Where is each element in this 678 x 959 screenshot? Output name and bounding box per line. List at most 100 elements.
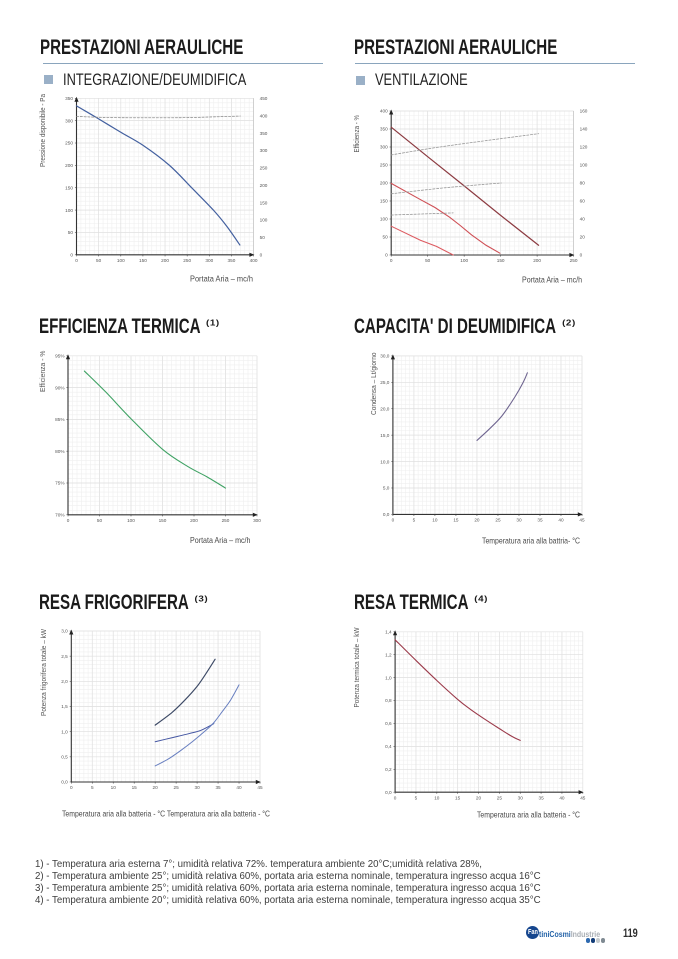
svg-text:0,6: 0,6 — [385, 721, 392, 726]
svg-text:0: 0 — [394, 795, 397, 800]
svg-text:100: 100 — [380, 217, 388, 222]
svg-text:140: 140 — [580, 127, 588, 132]
svg-text:10: 10 — [434, 795, 440, 800]
svg-text:400: 400 — [250, 258, 258, 263]
svg-text:0: 0 — [580, 253, 583, 258]
svg-text:20: 20 — [580, 235, 586, 240]
svg-text:85%: 85% — [55, 417, 64, 422]
svg-text:30,0: 30,0 — [380, 354, 390, 359]
svg-text:300: 300 — [205, 258, 213, 263]
svg-text:0: 0 — [260, 253, 263, 258]
svg-text:300: 300 — [65, 118, 73, 123]
svg-text:100: 100 — [580, 163, 588, 168]
svg-text:300: 300 — [260, 148, 268, 153]
svg-text:120: 120 — [580, 145, 588, 150]
svg-text:Portata Aria – mc/h: Portata Aria – mc/h — [522, 275, 582, 285]
svg-text:100: 100 — [65, 208, 73, 213]
svg-text:50: 50 — [260, 235, 266, 240]
svg-text:Condensa – Lt/giorno: Condensa – Lt/giorno — [369, 353, 378, 416]
svg-text:300: 300 — [253, 518, 261, 523]
svg-text:35: 35 — [537, 518, 543, 523]
svg-text:350: 350 — [65, 96, 73, 101]
svg-text:40: 40 — [558, 518, 564, 523]
svg-text:70%: 70% — [55, 513, 64, 518]
svg-text:25: 25 — [495, 518, 501, 523]
svg-text:10,0: 10,0 — [380, 459, 390, 464]
svg-text:Temperatura aria alla batteria: Temperatura aria alla batteria - °C Temp… — [62, 809, 270, 819]
svg-text:450: 450 — [260, 96, 268, 101]
svg-text:1,0: 1,0 — [61, 729, 68, 734]
svg-text:Potenza frigorifera totale – k: Potenza frigorifera totale – kW — [39, 629, 48, 716]
svg-text:0,0: 0,0 — [385, 790, 392, 795]
svg-text:Potenza termica totale – kW: Potenza termica totale – kW — [352, 627, 361, 707]
svg-text:150: 150 — [380, 199, 388, 204]
svg-text:30: 30 — [516, 518, 522, 523]
svg-text:150: 150 — [65, 185, 73, 190]
svg-text:1,4: 1,4 — [385, 630, 392, 635]
svg-text:3,0: 3,0 — [61, 629, 68, 634]
svg-text:20: 20 — [474, 518, 480, 523]
svg-text:100: 100 — [127, 518, 135, 523]
svg-text:250: 250 — [65, 141, 73, 146]
svg-text:5,0: 5,0 — [383, 486, 390, 491]
svg-text:2,5: 2,5 — [61, 654, 68, 659]
svg-text:0,8: 0,8 — [385, 698, 392, 703]
svg-text:Pressione disponibile - Pa: Pressione disponibile - Pa — [38, 94, 47, 167]
svg-text:Portata Aria – mc/h: Portata Aria – mc/h — [190, 274, 253, 284]
svg-text:0,2: 0,2 — [385, 767, 392, 772]
svg-text:0,5: 0,5 — [61, 755, 68, 760]
svg-text:0,4: 0,4 — [385, 744, 392, 749]
svg-text:Portata Aria – mc/h: Portata Aria – mc/h — [190, 535, 251, 545]
svg-text:0: 0 — [390, 258, 393, 263]
svg-text:100: 100 — [460, 258, 468, 263]
svg-text:Temperatura aria alla batteria: Temperatura aria alla batteria - °C — [477, 810, 580, 820]
svg-text:80%: 80% — [55, 449, 64, 454]
svg-text:150: 150 — [139, 258, 147, 263]
svg-text:50: 50 — [68, 230, 74, 235]
svg-text:0: 0 — [70, 785, 73, 790]
svg-text:35: 35 — [215, 785, 221, 790]
svg-text:50: 50 — [96, 258, 102, 263]
svg-text:250: 250 — [222, 518, 230, 523]
svg-text:45: 45 — [257, 785, 263, 790]
svg-text:50: 50 — [97, 518, 103, 523]
svg-text:0: 0 — [70, 253, 73, 258]
svg-text:200: 200 — [161, 258, 169, 263]
svg-text:25: 25 — [497, 795, 503, 800]
svg-text:5: 5 — [91, 785, 94, 790]
svg-text:350: 350 — [380, 127, 388, 132]
svg-text:250: 250 — [260, 166, 268, 171]
svg-text:45: 45 — [579, 518, 585, 523]
svg-text:150: 150 — [497, 258, 505, 263]
svg-text:95%: 95% — [55, 354, 64, 359]
svg-text:60: 60 — [580, 199, 586, 204]
svg-text:100: 100 — [260, 218, 268, 223]
svg-text:15,0: 15,0 — [380, 433, 390, 438]
svg-text:0: 0 — [392, 518, 395, 523]
svg-text:Efficienza - %: Efficienza - % — [352, 114, 361, 152]
svg-text:30: 30 — [194, 785, 200, 790]
svg-text:50: 50 — [382, 235, 388, 240]
svg-text:30: 30 — [518, 795, 524, 800]
svg-text:1,5: 1,5 — [61, 704, 68, 709]
svg-text:150: 150 — [159, 518, 167, 523]
svg-text:0: 0 — [67, 518, 70, 523]
svg-text:35: 35 — [538, 795, 544, 800]
svg-text:5: 5 — [415, 795, 418, 800]
svg-text:200: 200 — [380, 181, 388, 186]
svg-text:250: 250 — [380, 163, 388, 168]
svg-text:250: 250 — [183, 258, 191, 263]
svg-text:200: 200 — [190, 518, 198, 523]
svg-text:150: 150 — [260, 200, 268, 205]
svg-text:15: 15 — [453, 518, 459, 523]
svg-text:10: 10 — [111, 785, 117, 790]
svg-text:0,0: 0,0 — [61, 780, 68, 785]
svg-text:10: 10 — [432, 518, 438, 523]
svg-text:40: 40 — [236, 785, 242, 790]
svg-text:200: 200 — [260, 183, 268, 188]
svg-text:25,0: 25,0 — [380, 380, 390, 385]
svg-text:45: 45 — [580, 795, 586, 800]
svg-text:400: 400 — [260, 113, 268, 118]
svg-text:75%: 75% — [55, 481, 64, 486]
svg-text:350: 350 — [260, 131, 268, 136]
